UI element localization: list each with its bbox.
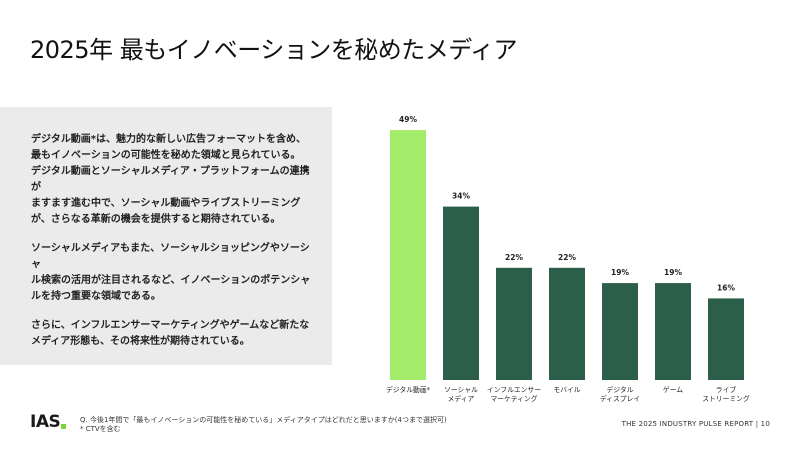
description-paragraph-3: さらに、インフルエンサーマーケティングやゲームなど新たな メディア形態も、その将…: [31, 318, 318, 350]
category-label-5-line-2: ディスプレイ: [600, 394, 640, 403]
p2-line-1: ソーシャルメディアもまた、ソーシャルショッピングやソーシャ: [31, 243, 310, 270]
p1-line-1: デジタル動画*は、魅力的な新しい広告フォーマットを含め、: [31, 134, 307, 145]
category-label-7-line-2: ストリーミング: [702, 394, 750, 403]
p1-line-5: が、さらなる革新の機会を提供すると期待されている。: [31, 214, 281, 225]
bar-7: [708, 298, 744, 380]
category-label-7: ライブストリーミング: [702, 385, 750, 403]
category-label-3-line-2: マーケティング: [490, 394, 537, 403]
p2-line-2: ル検索の活用が注目されるなど、イノベーションのポテンシャ: [31, 275, 311, 286]
page-title: 2025年 最もイノベーションを秘めたメディア: [30, 36, 518, 64]
category-label-4: モバイル: [553, 386, 580, 394]
category-label-1-line-1: デジタル動画*: [386, 385, 431, 394]
category-label-3-line-1: インフルエンサー: [487, 386, 541, 394]
category-label-7-line-1: ライブ: [716, 385, 737, 394]
category-label-2-line-2: メディア: [448, 394, 475, 403]
category-label-5: デジタルディスプレイ: [600, 385, 640, 403]
footnote-asterisk: * CTVを含む: [80, 425, 121, 433]
bar-value-label-6: 19%: [664, 268, 682, 277]
bar-value-label-7: 16%: [717, 283, 735, 292]
bar-5: [602, 283, 638, 380]
category-label-2: ソーシャルメディア: [444, 386, 478, 403]
media-innovation-bar-chart: 49% デジタル動画* 34% ソーシャルメディア 22% インフルエンサーマーケティング…: [386, 115, 750, 403]
p3-line-1: さらに、インフルエンサーマーケティングやゲームなど新たな: [31, 320, 310, 331]
logo-mark-icon: [61, 424, 67, 429]
p1-line-4: ますます進む中で、ソーシャル動画やライブストリーミング: [31, 198, 301, 209]
category-label-3: インフルエンサーマーケティング: [487, 386, 541, 403]
bar-value-label-5: 19%: [611, 268, 629, 277]
bar-value-label-3: 22%: [505, 253, 523, 262]
p1-line-2: 最もイノベーションの可能性を秘めた領域と見られている。: [31, 150, 301, 161]
bar-value-label-4: 22%: [558, 253, 576, 262]
category-label-1: デジタル動画*: [386, 385, 431, 394]
category-label-6: ゲーム: [663, 385, 683, 394]
category-label-2-line-1: ソーシャル: [444, 386, 478, 394]
category-label-6-line-1: ゲーム: [663, 385, 683, 394]
footnote: Q. 今後1年間で「最もイノベーションの可能性を秘めている」メディアタイプはどれ…: [80, 416, 447, 434]
bar-2: [443, 206, 479, 380]
bar-3: [496, 267, 532, 380]
bar-value-label-1: 49%: [399, 115, 417, 124]
category-label-4-line-1: モバイル: [553, 386, 580, 394]
bar-4: [549, 267, 585, 380]
report-footer: THE 2025 INDUSTRY PULSE REPORT | 10: [621, 420, 770, 428]
logo-text: IAS: [30, 412, 61, 432]
bar-1: [390, 130, 426, 380]
bar-value-label-2: 34%: [452, 192, 470, 201]
description-paragraph-2: ソーシャルメディアもまた、ソーシャルショッピングやソーシャ ル検索の活用が注目さ…: [31, 241, 318, 305]
p1-line-3: デジタル動画とソーシャルメディア・プラットフォームの連携が: [31, 166, 310, 193]
bar-6: [655, 283, 691, 380]
p3-line-2: メディア形態も、その将来性が期待されている。: [31, 336, 250, 347]
ias-logo: IAS: [30, 412, 67, 432]
category-label-5-line-1: デジタル: [606, 385, 633, 394]
p2-line-3: ルを持つ重要な領域である。: [31, 291, 161, 302]
description-paragraph-1: デジタル動画*は、魅力的な新しい広告フォーマットを含め、 最もイノベーションの可…: [31, 132, 318, 228]
footnote-question: Q. 今後1年間で「最もイノベーションの可能性を秘めている」メディアタイプはどれ…: [80, 416, 447, 424]
description-panel: デジタル動画*は、魅力的な新しい広告フォーマットを含め、 最もイノベーションの可…: [0, 107, 332, 365]
